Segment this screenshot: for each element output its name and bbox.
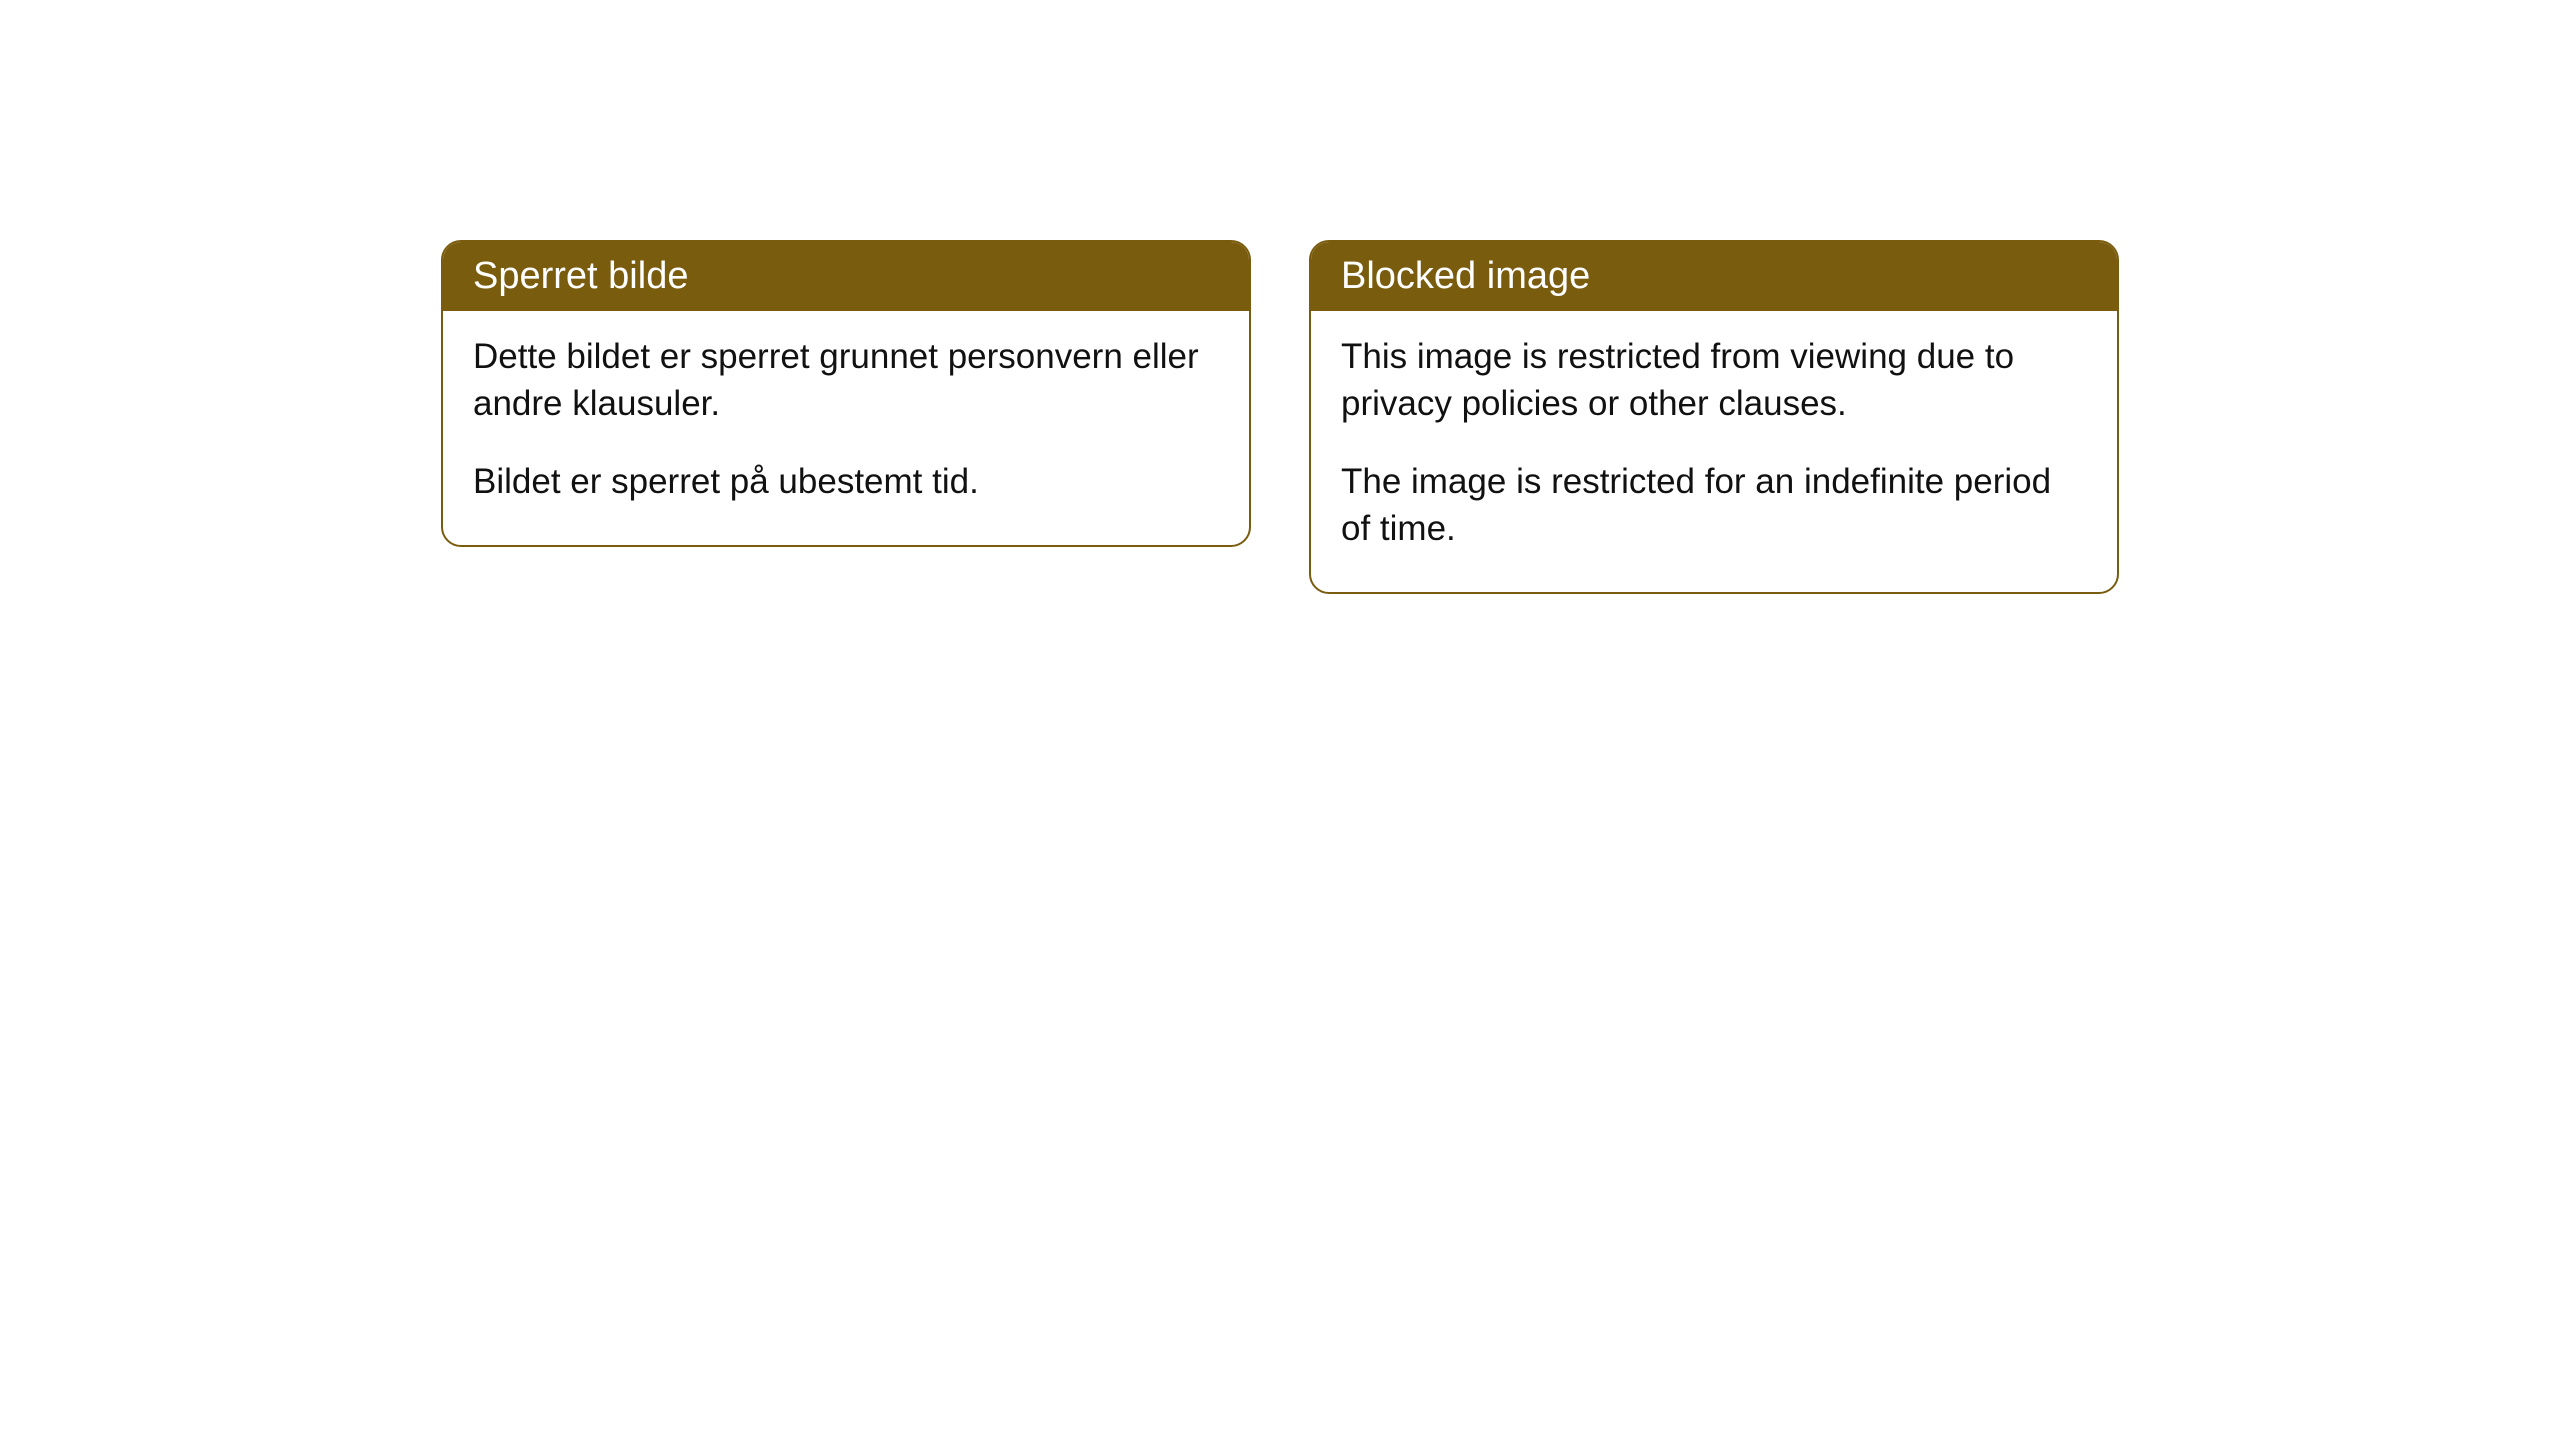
card-paragraph-2-en: The image is restricted for an indefinit… xyxy=(1341,458,2087,553)
card-header-en: Blocked image xyxy=(1311,242,2117,311)
card-paragraph-2-no: Bildet er sperret på ubestemt tid. xyxy=(473,458,1219,505)
card-header-no: Sperret bilde xyxy=(443,242,1249,311)
card-body-no: Dette bildet er sperret grunnet personve… xyxy=(443,311,1249,545)
blocked-image-card-en: Blocked image This image is restricted f… xyxy=(1309,240,2119,594)
card-paragraph-1-en: This image is restricted from viewing du… xyxy=(1341,333,2087,428)
blocked-image-card-no: Sperret bilde Dette bildet er sperret gr… xyxy=(441,240,1251,547)
card-body-en: This image is restricted from viewing du… xyxy=(1311,311,2117,592)
card-paragraph-1-no: Dette bildet er sperret grunnet personve… xyxy=(473,333,1219,428)
notice-cards-container: Sperret bilde Dette bildet er sperret gr… xyxy=(441,240,2119,1440)
